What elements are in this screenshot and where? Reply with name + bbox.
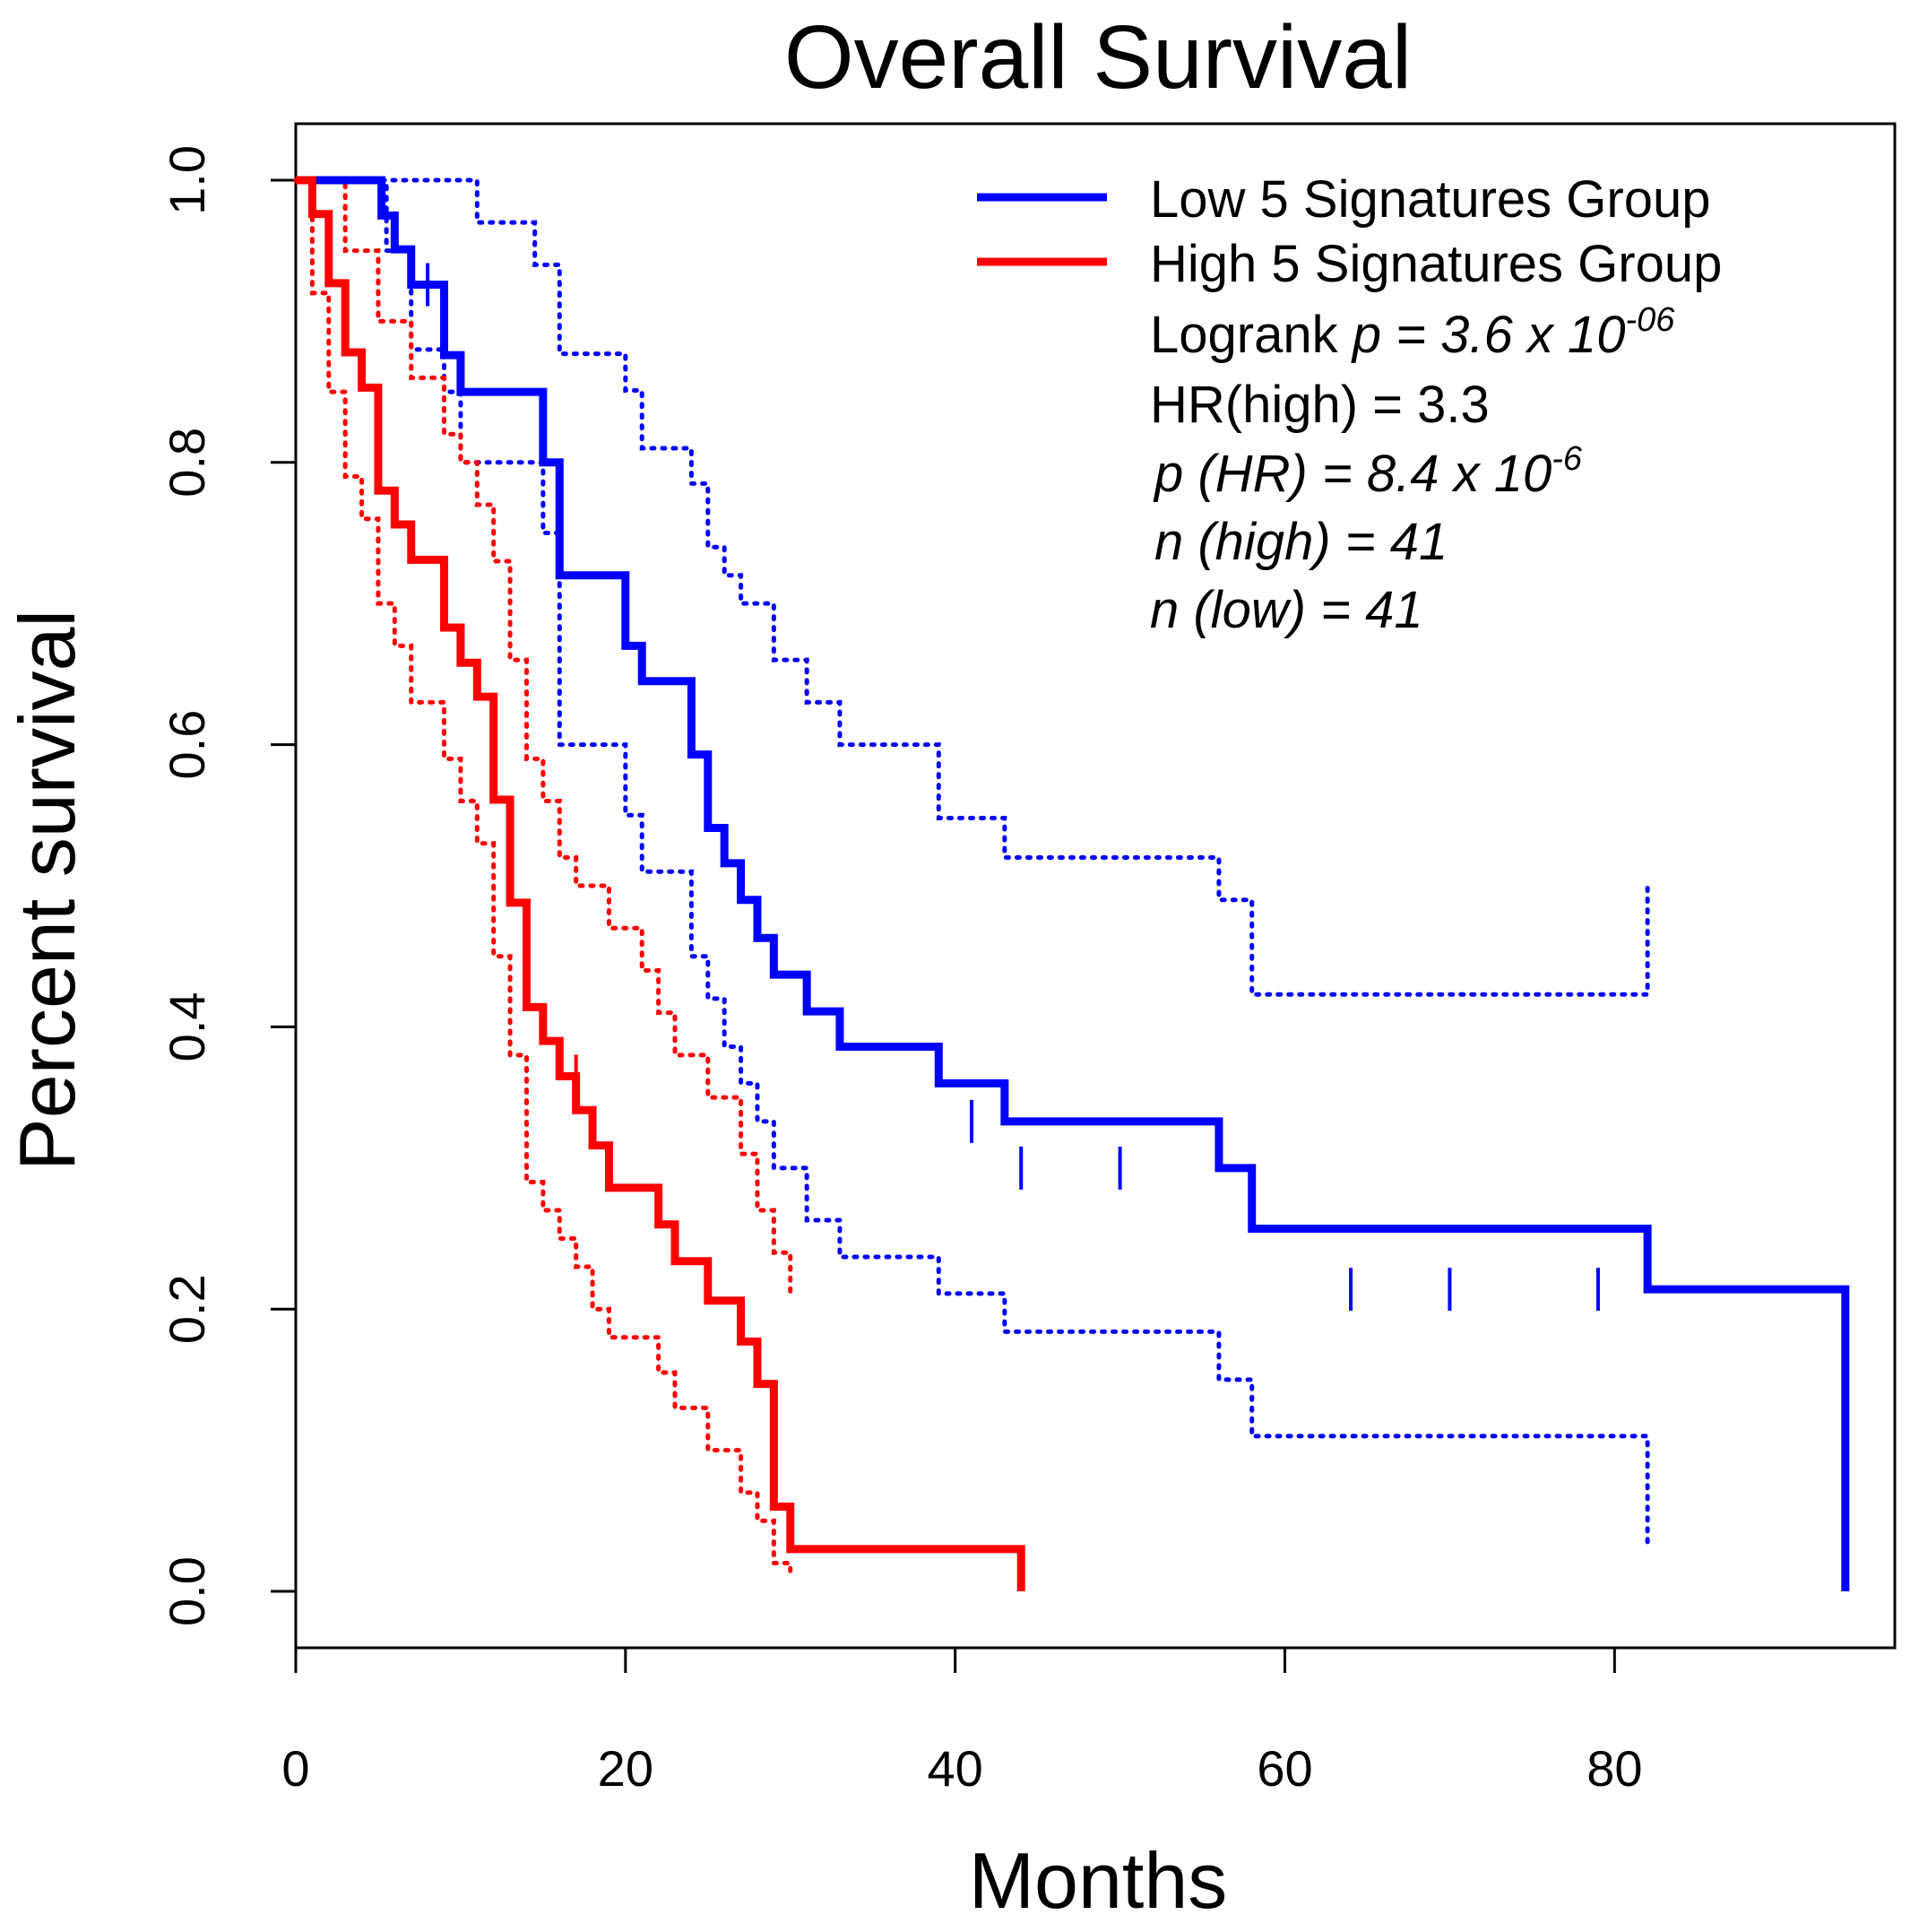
x-tick-label: 40 xyxy=(928,1740,983,1797)
x-tick-label: 60 xyxy=(1257,1740,1312,1797)
logrank-exponent: -06 xyxy=(1625,301,1675,339)
legend-p-hr: p (HR) = 8.4 x 10-6 xyxy=(1153,440,1583,503)
ci-lower-high xyxy=(293,178,793,1580)
survival-curves xyxy=(296,176,1850,1592)
x-tick-label: 80 xyxy=(1586,1740,1642,1797)
legend: Low 5 Signatures Group High 5 Signatures… xyxy=(977,170,1722,639)
survival-curve-high xyxy=(296,176,1025,1592)
y-tick-label: 0.6 xyxy=(159,710,215,780)
legend-hr: HR(high) = 3.3 xyxy=(1150,376,1490,434)
y-axis: 0.0 0.2 0.4 0.6 0.8 1.0 xyxy=(159,145,298,1626)
survival-curve-low xyxy=(296,176,1850,1592)
legend-label-low: Low 5 Signatures Group xyxy=(1150,170,1710,229)
p-hr-value: p (HR) = 8.4 x 10 xyxy=(1153,445,1552,503)
logrank-prefix: Logrank xyxy=(1150,306,1353,364)
y-axis-title: Percent survival xyxy=(3,610,91,1171)
legend-n-high: n (high) = 41 xyxy=(1154,513,1448,571)
plot-frame xyxy=(294,122,1897,1650)
y-tick-label: 1.0 xyxy=(159,145,215,215)
ci-upper-low xyxy=(293,178,1650,997)
y-tick-label: 0.0 xyxy=(159,1556,215,1626)
y-tick-label: 0.4 xyxy=(159,992,215,1061)
y-tick-label: 0.8 xyxy=(159,428,215,498)
x-tick-label: 20 xyxy=(598,1740,653,1797)
chart-title: Overall Survival xyxy=(784,7,1412,108)
legend-n-low: n (low) = 41 xyxy=(1150,581,1423,639)
censor-marks xyxy=(426,263,1600,1312)
x-tick-label: 0 xyxy=(281,1740,309,1797)
y-tick-label: 0.2 xyxy=(159,1274,215,1344)
legend-logrank: Logrank p = 3.6 x 10-06 xyxy=(1150,301,1675,364)
legend-label-high: High 5 Signatures Group xyxy=(1150,235,1722,293)
p-hr-exponent: -6 xyxy=(1552,440,1583,478)
x-axis-title: Months xyxy=(969,1836,1228,1925)
x-axis: 0 20 40 60 80 xyxy=(281,1646,1642,1797)
logrank-p-value: p = 3.6 x 10 xyxy=(1351,306,1626,364)
ci-upper-high xyxy=(293,178,793,1297)
